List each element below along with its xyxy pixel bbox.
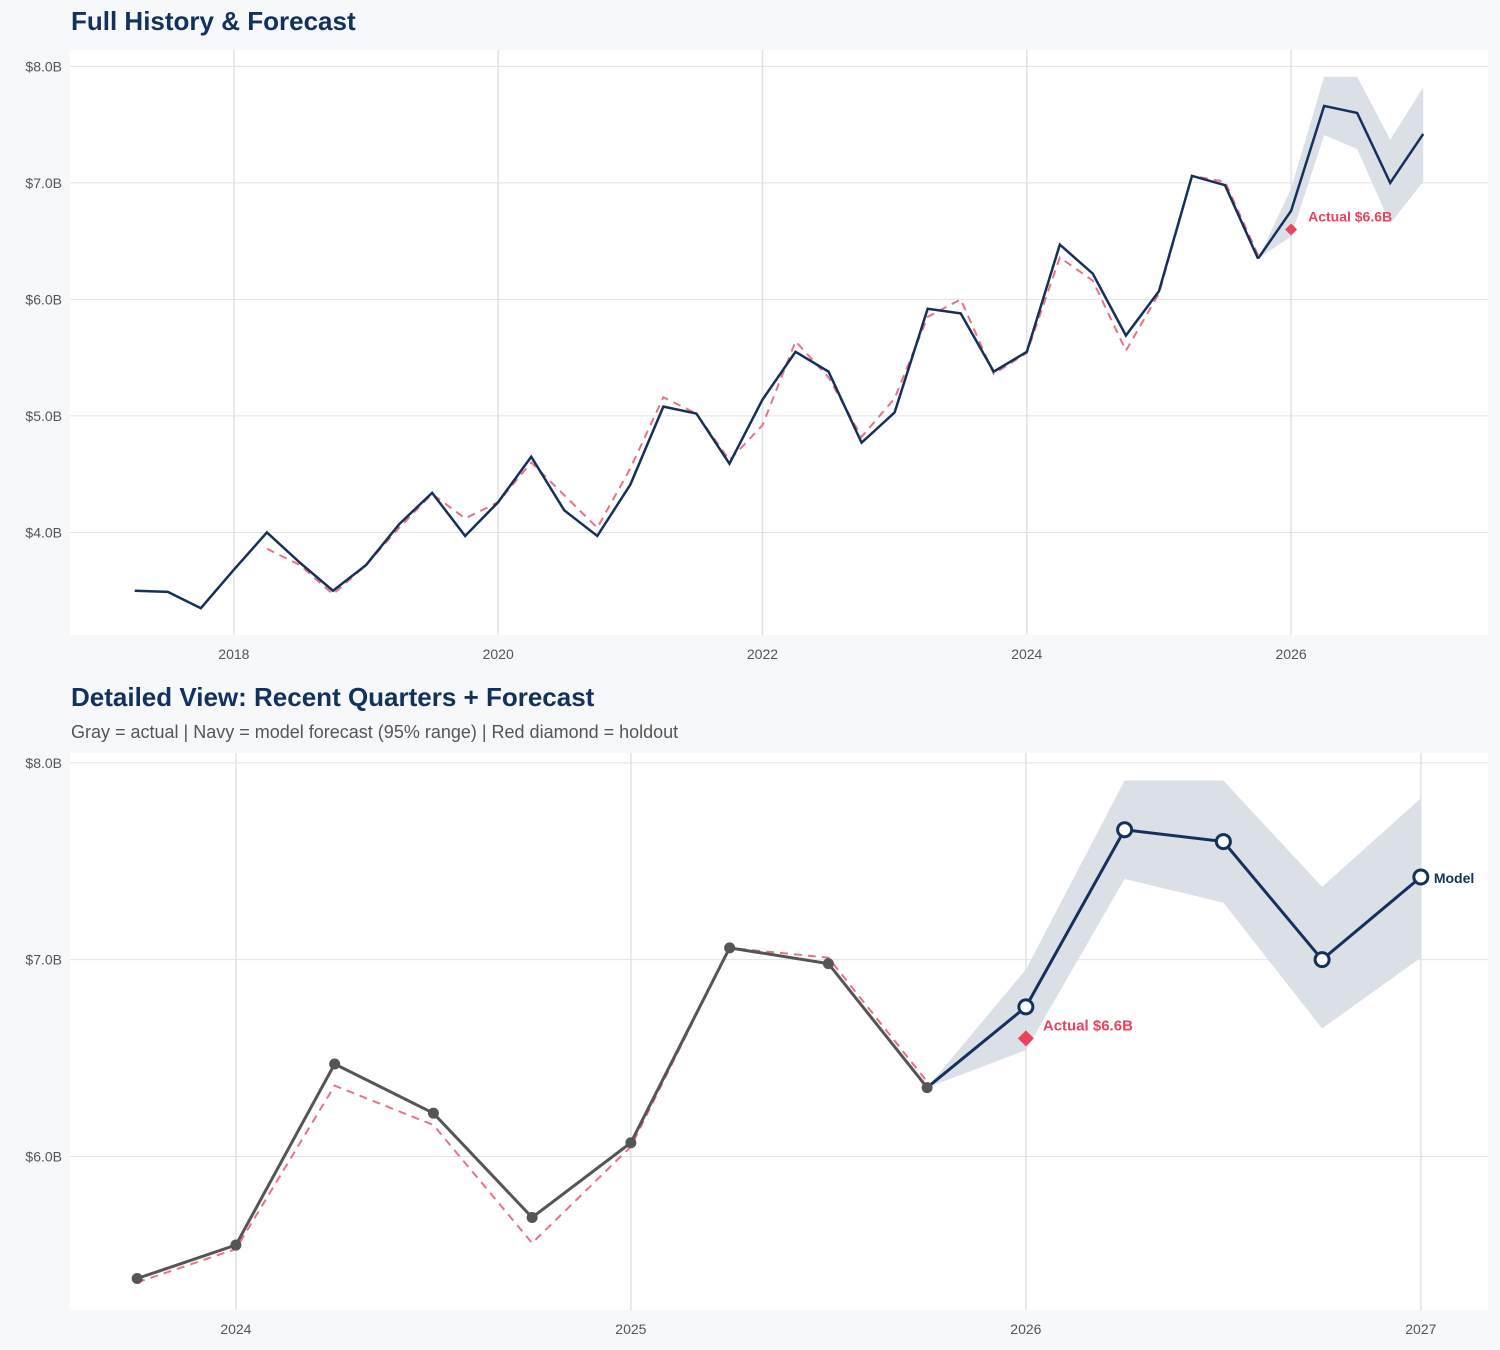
holdout-label: Actual $6.6B	[1308, 208, 1392, 224]
y-tick-label: $8.0B	[25, 58, 62, 74]
forecast-line	[926, 828, 1422, 1089]
y-tick-label: $7.0B	[25, 952, 62, 968]
y-tick-label: $6.0B	[25, 291, 62, 307]
actual-point	[822, 958, 834, 970]
x-tick-label: 2024	[220, 1321, 251, 1337]
actual-point	[625, 1137, 637, 1149]
actual-point	[526, 1211, 538, 1223]
forecast-confidence-band	[927, 780, 1421, 1088]
y-tick-label: $8.0B	[25, 755, 62, 771]
chart-title-detailed: Detailed View: Recent Quarters + Forecas…	[71, 682, 595, 712]
fitted-line	[266, 174, 1259, 596]
actual-point	[230, 1239, 242, 1251]
full-history-chart: $4.0B $5.0B $6.0B $7.0B $8.0B 2018 2020 2022 202…	[25, 50, 1488, 662]
y-tick-label: $7.0B	[25, 175, 62, 191]
x-tick-label: 2027	[1405, 1321, 1436, 1337]
x-tick-label: 2022	[747, 646, 778, 662]
holdout-label: Actual $6.6B	[1043, 1017, 1133, 1034]
holdout-diamond	[1017, 1030, 1034, 1047]
actual-line	[134, 174, 1260, 610]
x-tick-label: 2024	[1011, 646, 1042, 662]
x-tick-label: 2026	[1276, 646, 1307, 662]
y-tick-label: $6.0B	[25, 1148, 62, 1164]
forecast-point	[1412, 868, 1430, 886]
x-tick-label: 2026	[1010, 1321, 1041, 1337]
forecast-point	[1313, 951, 1331, 969]
x-tick-label: 2020	[483, 646, 514, 662]
forecast-point	[1017, 998, 1035, 1016]
y-tick-label: $5.0B	[25, 408, 62, 424]
x-tick-label: 2018	[218, 646, 249, 662]
y-tick-label: $4.0B	[25, 524, 62, 540]
forecast-line	[1257, 104, 1425, 260]
forecast-confidence-band	[1258, 76, 1424, 259]
chart-subtitle-legend: Gray = actual | Navy = model forecast (9…	[71, 722, 679, 742]
holdout-diamond	[1285, 223, 1298, 236]
chart-title-full-history: Full History & Forecast	[71, 6, 356, 36]
model-end-label: Model	[1434, 870, 1474, 886]
fitted-line	[136, 946, 928, 1284]
actual-point	[427, 1107, 439, 1119]
actual-point	[131, 1273, 143, 1285]
forecast-point	[1116, 821, 1134, 839]
forecast-point	[1214, 833, 1232, 851]
actual-point	[921, 1082, 933, 1094]
plot-area	[70, 50, 1488, 635]
x-tick-label: 2025	[615, 1321, 646, 1337]
actual-point	[724, 942, 736, 954]
actual-point	[329, 1058, 341, 1070]
